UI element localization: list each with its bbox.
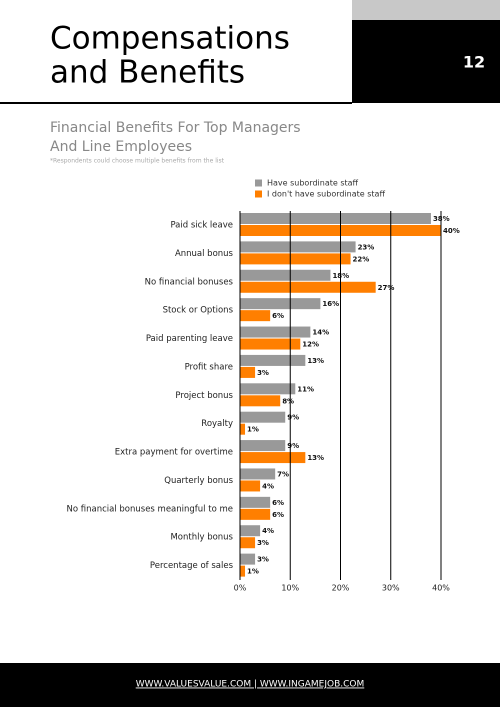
bar bbox=[240, 480, 261, 492]
bar bbox=[240, 553, 256, 565]
bar bbox=[240, 383, 296, 395]
bar bbox=[240, 253, 351, 265]
value-label: 12% bbox=[302, 341, 319, 349]
bar bbox=[240, 310, 271, 322]
chart-title: And Line Employees bbox=[50, 139, 192, 155]
bar bbox=[240, 366, 256, 378]
value-label: 6% bbox=[272, 511, 284, 519]
value-label: 3% bbox=[257, 556, 269, 564]
value-label: 40% bbox=[443, 227, 460, 235]
bar bbox=[240, 411, 286, 423]
bar bbox=[240, 423, 246, 435]
legend-swatch bbox=[255, 179, 262, 187]
value-label: 9% bbox=[287, 442, 299, 450]
bar bbox=[240, 565, 246, 577]
legend-label: Have subordinate staff bbox=[267, 179, 359, 188]
bar bbox=[240, 213, 431, 224]
bar bbox=[240, 241, 356, 253]
value-label: 6% bbox=[272, 499, 284, 507]
x-tick-label: 0% bbox=[234, 584, 247, 593]
x-tick-label: 40% bbox=[432, 584, 450, 593]
bar bbox=[240, 468, 276, 480]
y-tick-label: Percentage of sales bbox=[150, 561, 234, 571]
bar bbox=[240, 537, 256, 549]
page-number-box bbox=[352, 20, 500, 103]
value-label: 4% bbox=[262, 527, 274, 535]
value-label: 7% bbox=[277, 470, 289, 478]
page-title: and Benefits bbox=[50, 55, 245, 91]
y-tick-label: Paid sick leave bbox=[170, 221, 233, 231]
value-label: 8% bbox=[282, 397, 294, 405]
y-tick-label: Stock or Options bbox=[163, 306, 234, 316]
bar bbox=[240, 338, 301, 350]
x-tick-label: 10% bbox=[281, 584, 299, 593]
value-label: 22% bbox=[353, 255, 370, 263]
value-label: 3% bbox=[257, 539, 269, 547]
y-tick-label: No financial bonuses bbox=[145, 277, 234, 287]
bar bbox=[240, 269, 331, 281]
value-label: 27% bbox=[378, 284, 395, 292]
value-label: 1% bbox=[247, 568, 259, 576]
value-label: 14% bbox=[312, 329, 329, 337]
value-label: 6% bbox=[272, 312, 284, 320]
value-label: 3% bbox=[257, 369, 269, 377]
value-label: 23% bbox=[358, 243, 375, 251]
x-tick-label: 20% bbox=[332, 584, 350, 593]
bar bbox=[240, 298, 321, 310]
page-number: 12 bbox=[463, 53, 485, 72]
bar bbox=[240, 354, 306, 366]
bar bbox=[240, 395, 281, 407]
header-accent bbox=[352, 0, 500, 20]
legend-swatch bbox=[255, 190, 262, 198]
bar bbox=[240, 440, 286, 452]
bar bbox=[240, 281, 376, 293]
footer bbox=[0, 663, 500, 707]
value-label: 9% bbox=[287, 414, 299, 422]
y-tick-label: Project bonus bbox=[175, 391, 233, 401]
y-tick-label: Royalty bbox=[201, 419, 233, 429]
value-label: 13% bbox=[307, 454, 324, 462]
legend-label: I don't have subordinate staff bbox=[267, 190, 385, 199]
bar bbox=[240, 452, 306, 464]
y-tick-label: Paid parenting leave bbox=[146, 334, 233, 344]
footer-links[interactable]: WWW.VALUESVALUE.COM | WWW.INGAMEJOB.COM bbox=[136, 680, 365, 690]
y-tick-label: Quarterly bonus bbox=[164, 476, 233, 486]
y-tick-label: Monthly bonus bbox=[170, 533, 233, 543]
bar bbox=[240, 496, 271, 508]
bar bbox=[240, 326, 311, 338]
bar bbox=[240, 525, 261, 537]
x-tick-label: 30% bbox=[382, 584, 400, 593]
value-label: 16% bbox=[322, 300, 339, 308]
page-title: Compensations bbox=[50, 21, 290, 57]
y-tick-label: Extra payment for overtime bbox=[115, 448, 233, 458]
y-tick-label: No financial bonuses meaningful to me bbox=[66, 504, 233, 514]
value-label: 1% bbox=[247, 426, 259, 434]
chart-note: *Respondents could choose multiple benef… bbox=[50, 158, 225, 165]
value-label: 4% bbox=[262, 482, 274, 490]
chart-title: Financial Benefits For Top Managers bbox=[50, 120, 301, 136]
value-label: 11% bbox=[297, 385, 314, 393]
y-tick-label: Profit share bbox=[185, 362, 233, 372]
y-tick-label: Annual bonus bbox=[175, 249, 234, 259]
bar bbox=[240, 508, 271, 520]
value-label: 13% bbox=[307, 357, 324, 365]
